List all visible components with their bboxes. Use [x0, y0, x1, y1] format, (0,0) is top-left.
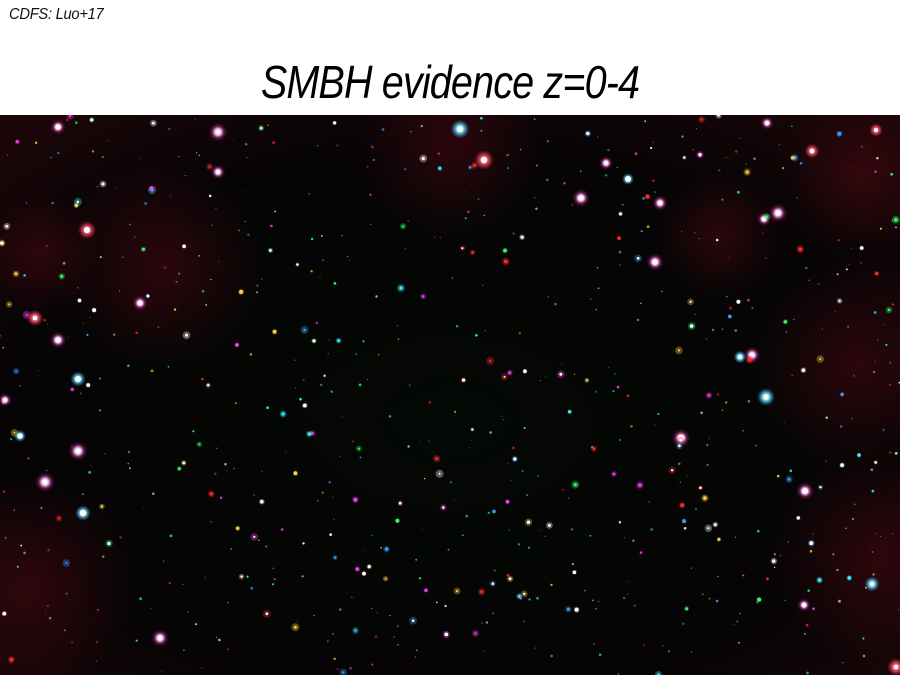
xray-deep-field-image — [0, 115, 900, 675]
deep-field-canvas — [0, 115, 900, 675]
image-credit: CDFS: Luo+17 — [9, 6, 104, 23]
slide-title: SMBH evidence z=0-4 — [260, 56, 640, 108]
xray-sources — [0, 115, 900, 675]
